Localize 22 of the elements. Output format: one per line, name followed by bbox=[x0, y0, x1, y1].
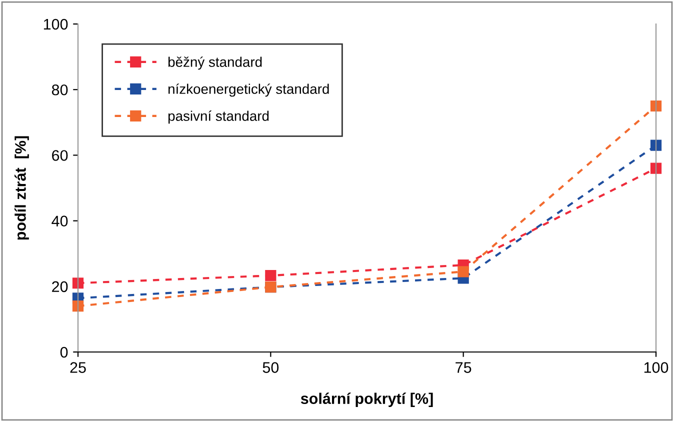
point bbox=[650, 162, 662, 174]
y-tick-label: 20 bbox=[52, 281, 68, 292]
y-axis-title: podíl ztrát [%] bbox=[14, 136, 29, 240]
x-tick-label: 75 bbox=[456, 362, 472, 373]
y-tick-label: 40 bbox=[52, 216, 68, 226]
point bbox=[265, 270, 276, 282]
y-tick-label: 0 bbox=[60, 346, 68, 358]
x-axis-title: solární pokrytí [%] bbox=[300, 392, 433, 408]
legend-label: běžný standard bbox=[168, 56, 262, 70]
point bbox=[72, 300, 84, 312]
point bbox=[650, 140, 662, 151]
y-tick-label: 100 bbox=[44, 18, 68, 30]
legend-label: pasivní standard bbox=[168, 110, 269, 124]
y-tick-label: 80 bbox=[52, 84, 68, 96]
x-tick-label: 100 bbox=[644, 362, 668, 373]
point bbox=[72, 278, 84, 289]
point bbox=[458, 266, 469, 278]
y-tick-label: 60 bbox=[52, 150, 68, 161]
legend-label: nízkoenergetický standard bbox=[168, 84, 329, 97]
x-tick-label: 25 bbox=[70, 362, 86, 373]
x-tick-label: 50 bbox=[262, 362, 279, 373]
point bbox=[650, 100, 662, 112]
